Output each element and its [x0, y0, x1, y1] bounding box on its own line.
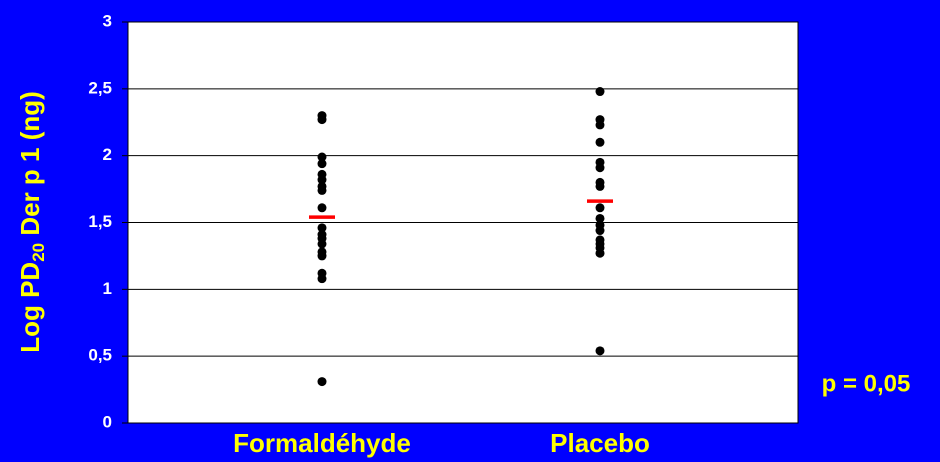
point [317, 239, 327, 249]
point [595, 226, 605, 236]
point [317, 223, 327, 233]
point [317, 159, 327, 169]
y-tick-label: 1,5 [88, 212, 112, 231]
y-tick-label: 2,5 [88, 78, 112, 97]
y-tick-label: 2 [103, 145, 112, 164]
point [595, 203, 605, 213]
point [595, 163, 605, 173]
point [317, 251, 327, 261]
point [595, 181, 605, 191]
y-label-part: Log PD [15, 262, 45, 353]
y-label-part: Der p 1 (ng) [15, 91, 45, 243]
point [595, 120, 605, 130]
point [317, 185, 327, 195]
point [595, 248, 605, 258]
point [317, 377, 327, 387]
point [595, 87, 605, 97]
y-tick-label: 0 [103, 412, 112, 431]
y-label-subscript: 20 [29, 243, 48, 262]
point [595, 213, 605, 223]
point [317, 115, 327, 125]
annotation: p = 0,05 [822, 370, 911, 397]
point [595, 137, 605, 147]
y-tick-label: 0,5 [88, 346, 112, 365]
y-tick-label: 3 [103, 11, 112, 30]
point [317, 175, 327, 185]
y-axis-label: Log PD20 Der p 1 (ng) [15, 91, 49, 353]
point [317, 274, 327, 284]
x-tick-label: Formaldéhyde [233, 428, 411, 458]
point [317, 152, 327, 162]
point [317, 203, 327, 213]
x-tick-label: Placebo [550, 428, 650, 458]
y-tick-label: 1 [103, 279, 112, 298]
point [595, 346, 605, 356]
